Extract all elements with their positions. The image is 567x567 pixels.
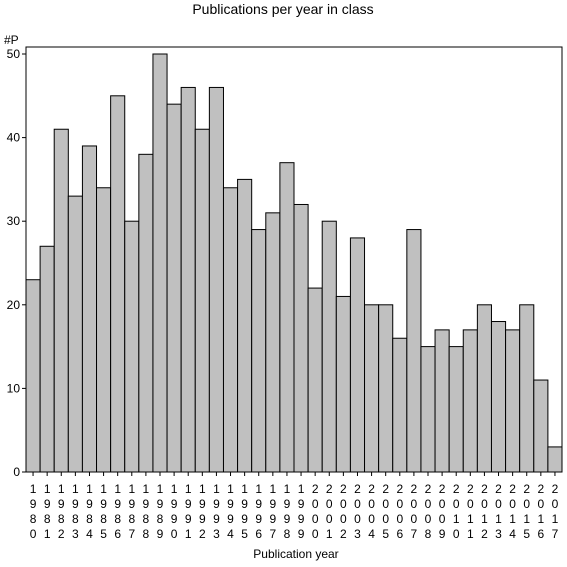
bar-1996 <box>251 229 267 473</box>
bar-1987 <box>124 220 140 473</box>
bar-2012 <box>476 304 492 473</box>
bar-1991 <box>180 86 196 473</box>
bar-2010 <box>448 346 464 473</box>
bar-1994 <box>222 187 239 473</box>
bar-2013 <box>490 321 507 473</box>
bar-1986 <box>110 95 126 473</box>
bar-1993 <box>208 86 224 473</box>
bar-1990 <box>166 103 182 473</box>
bar-1985 <box>96 187 112 473</box>
bar-1983 <box>67 195 83 473</box>
bar-1988 <box>138 153 154 473</box>
bar-2000 <box>307 287 323 473</box>
bar-1998 <box>279 162 295 473</box>
bar-2017 <box>547 446 563 473</box>
bar-2008 <box>420 346 436 473</box>
bar-1982 <box>53 128 69 473</box>
x-axis-ticks: 1 9 8 0 1 9 8 1 1 9 8 2 1 9 8 3 1 9 8 4 1 9 8 5 1 9 8 6 1 9 8 7 1 9 8 8 1 9 8 9… <box>30 472 559 541</box>
bar-2014 <box>505 329 521 473</box>
bar-1989 <box>152 53 168 473</box>
bar-1999 <box>293 203 309 473</box>
bar-1997 <box>265 212 281 473</box>
bar-2006 <box>392 337 408 473</box>
plot-frame <box>25 46 563 473</box>
bar-2001 <box>321 220 337 473</box>
y-axis-ticks: 0 10 20 30 40 50 <box>7 47 26 479</box>
bar-1981 <box>39 245 55 473</box>
y-tick-label: 0 <box>13 465 20 479</box>
bar-2003 <box>349 237 366 473</box>
bar-2011 <box>462 329 478 473</box>
bar-2016 <box>533 379 549 473</box>
y-axis-label: #P <box>4 33 19 47</box>
bar-1984 <box>81 145 98 473</box>
bar-1992 <box>194 128 210 473</box>
bar-2007 <box>406 229 422 473</box>
bar-2004 <box>364 304 380 473</box>
bar-2002 <box>335 295 351 473</box>
chart-title: Publications per year in class <box>192 1 373 17</box>
y-tick-label: 10 <box>7 381 21 395</box>
y-tick-label: 30 <box>7 214 21 228</box>
bar-2015 <box>519 304 535 473</box>
y-tick-label: 50 <box>7 47 21 61</box>
bar-2009 <box>434 329 450 473</box>
bars-group <box>25 53 563 473</box>
x-axis-label: Publication year <box>253 547 338 561</box>
y-tick-label: 40 <box>7 131 21 145</box>
bar-2005 <box>378 304 394 473</box>
bar-1980 <box>25 279 41 473</box>
y-tick-label: 20 <box>7 298 21 312</box>
bar-1995 <box>237 178 253 473</box>
